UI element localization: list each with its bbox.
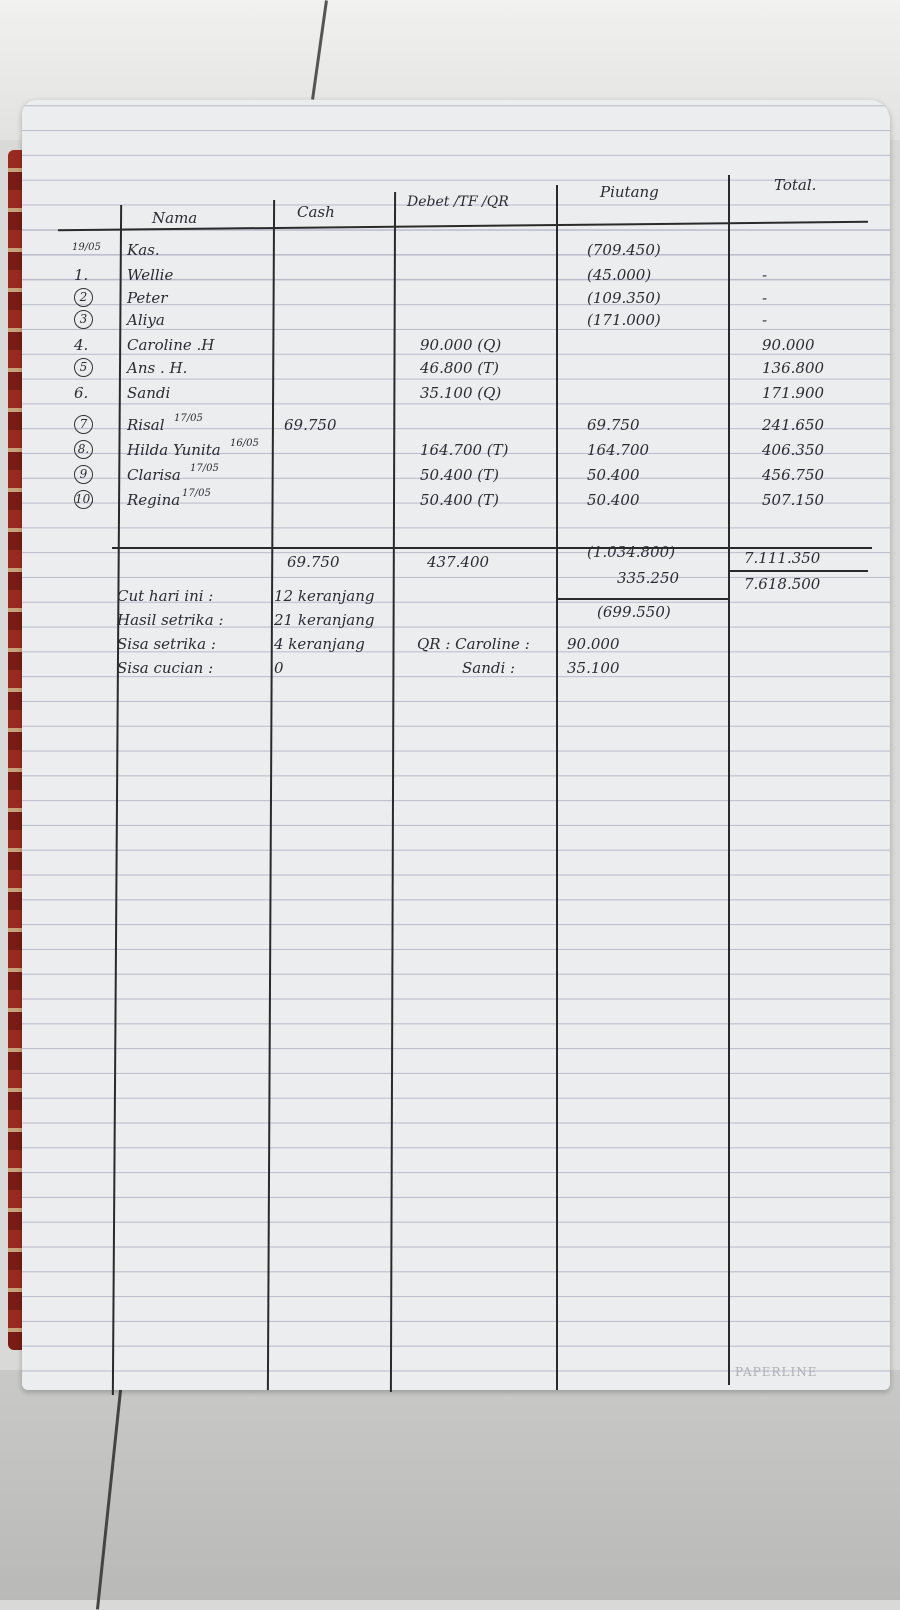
row-debet: 164.700 (T) xyxy=(420,441,509,459)
row-number: 6. xyxy=(74,384,89,402)
summary-value: 12 keranjang xyxy=(274,587,375,605)
grand-total: 7.111.350 xyxy=(744,549,821,567)
row-piutang: (109.350) xyxy=(587,289,661,307)
header-cash: Cash xyxy=(297,203,335,221)
header-total: Total. xyxy=(774,176,817,194)
row-total: - xyxy=(762,289,768,307)
total-subtotal-line xyxy=(728,570,868,572)
row-date-note: 17/05 xyxy=(182,488,211,499)
summary-value: 21 keranjang xyxy=(274,611,375,629)
row-total: - xyxy=(762,311,768,329)
column-divider xyxy=(266,200,276,1390)
row-name: Peter xyxy=(127,289,168,307)
piutang-remaining: (699.550) xyxy=(597,603,671,621)
row-number: 2 xyxy=(74,288,93,307)
summary-label: Cut hari ini : xyxy=(117,587,214,605)
qr-note-value: 90.000 xyxy=(567,635,620,653)
row-total: 406.350 xyxy=(762,441,825,459)
row-debet: 35.100 (Q) xyxy=(420,384,502,402)
row-number: 4. xyxy=(74,336,89,354)
summary-label: Sisa setrika : xyxy=(117,635,216,653)
row-date-note: 17/05 xyxy=(174,413,203,424)
row-piutang: (171.000) xyxy=(587,311,661,329)
row-piutang: 50.400 xyxy=(587,491,640,509)
row-name: Aliya xyxy=(127,311,165,329)
row-debet: 90.000 (Q) xyxy=(420,336,502,354)
row-piutang: 164.700 xyxy=(587,441,650,459)
row-piutang: 50.400 xyxy=(587,466,640,484)
qr-note-label: Sandi : xyxy=(462,659,516,677)
date-label: 19/05 xyxy=(72,242,101,253)
row-debet: 50.400 (T) xyxy=(420,466,499,484)
summary-value: 0 xyxy=(274,659,284,677)
row-name: Regina xyxy=(127,491,181,509)
row-number: 3 xyxy=(74,310,93,329)
row-total: 456.750 xyxy=(762,466,825,484)
totals-line xyxy=(112,547,872,549)
notebook-page: Nama Cash Debet /TF /QR Piutang Total. 1… xyxy=(22,100,890,1395)
grand-total-2: 7.618.500 xyxy=(744,575,821,593)
piutang-payment: 335.250 xyxy=(617,569,680,587)
summary-value: 4 keranjang xyxy=(274,635,365,653)
row-total: 136.800 xyxy=(762,359,825,377)
row-total: 90.000 xyxy=(762,336,815,354)
column-divider xyxy=(728,175,730,1385)
row-name: Wellie xyxy=(127,266,174,284)
total-piutang: (1.034.800) xyxy=(587,543,676,561)
header-piutang: Piutang xyxy=(600,183,659,201)
row-number: 8. xyxy=(74,440,93,459)
piutang-subtotal-line xyxy=(556,598,728,600)
floor-background-bottom xyxy=(0,1370,900,1600)
row-name: Risal xyxy=(127,416,165,434)
row-number: 7 xyxy=(74,415,93,434)
summary-label: Sisa cucian : xyxy=(117,659,214,677)
column-divider xyxy=(389,192,397,1392)
column-divider xyxy=(556,185,558,1390)
brand-logo: PAPERLINE xyxy=(735,1365,818,1379)
row-name: Kas. xyxy=(127,241,160,259)
row-piutang: 69.750 xyxy=(587,416,640,434)
row-name: Clarisa xyxy=(127,466,181,484)
row-debet: 46.800 (T) xyxy=(420,359,499,377)
row-total: 507.150 xyxy=(762,491,825,509)
row-piutang: (45.000) xyxy=(587,266,652,284)
row-total: 241.650 xyxy=(762,416,825,434)
row-name: Ans . H. xyxy=(127,359,188,377)
row-total: - xyxy=(762,266,768,284)
row-name: Sandi xyxy=(127,384,171,402)
row-number: 10. xyxy=(74,490,94,509)
header-nama: Nama xyxy=(152,209,198,227)
row-number: 5 xyxy=(74,358,93,377)
qr-note-value: 35.100 xyxy=(567,659,620,677)
total-debet: 437.400 xyxy=(427,553,490,571)
row-name: Caroline .H xyxy=(127,336,215,354)
row-cash: 69.750 xyxy=(284,416,337,434)
row-number: 9 xyxy=(74,465,93,484)
total-cash: 69.750 xyxy=(287,553,340,571)
header-debet: Debet /TF /QR xyxy=(407,194,509,210)
row-date-note: 16/05 xyxy=(230,438,259,449)
row-date-note: 17/05 xyxy=(190,463,219,474)
row-name: Hilda Yunita xyxy=(127,441,221,459)
summary-label: Hasil setrika : xyxy=(117,611,224,629)
row-total: 171.900 xyxy=(762,384,825,402)
row-number: 1. xyxy=(74,266,89,284)
row-piutang: (709.450) xyxy=(587,241,661,259)
qr-note-label: QR : Caroline : xyxy=(417,635,530,653)
row-debet: 50.400 (T) xyxy=(420,491,499,509)
column-divider xyxy=(111,205,123,1395)
